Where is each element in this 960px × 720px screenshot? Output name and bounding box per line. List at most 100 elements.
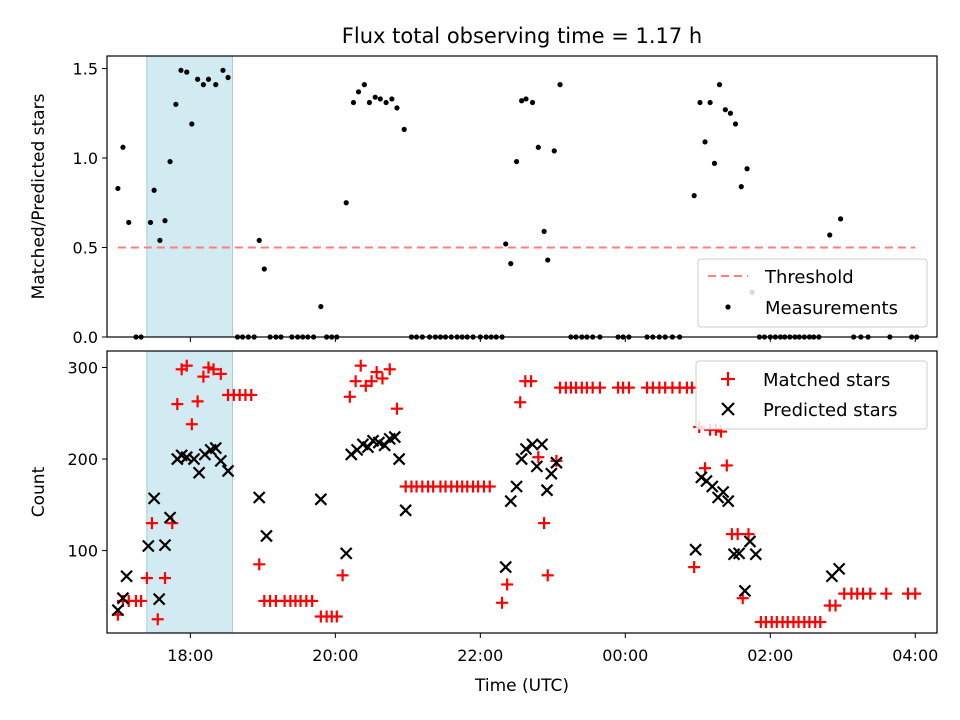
- matched-star-point: [214, 367, 227, 380]
- measurement-point: [707, 99, 713, 106]
- ratio-panel-shaded-span: [146, 55, 233, 338]
- matched-star-point: [343, 390, 356, 403]
- predicted-star-point: [314, 493, 328, 506]
- measurement-point: [213, 82, 219, 88]
- matched-star-point: [191, 395, 204, 408]
- ratio-panel-frame: [106, 55, 938, 338]
- matched-star-point: [180, 359, 193, 372]
- matched-star-point: [185, 418, 198, 431]
- matched-star-point: [514, 396, 527, 409]
- matched-star-point: [688, 561, 701, 574]
- predicted-star-point: [550, 456, 563, 469]
- matched-legend-label: Matched stars: [763, 370, 890, 391]
- matched-star-point: [140, 572, 153, 585]
- predicted-star-point: [738, 584, 752, 598]
- matched-star-point: [197, 370, 210, 383]
- y-tick-label: 1.0: [73, 149, 98, 168]
- predicted-star-point: [732, 547, 746, 560]
- matched-star-point: [330, 610, 343, 623]
- measurement-point: [545, 257, 551, 263]
- predicted-star-point: [535, 438, 549, 451]
- predicted-star-point: [111, 603, 125, 617]
- measurement-point: [361, 82, 367, 88]
- measurement-point: [184, 69, 190, 75]
- ratio-legend: Threshold Measurements: [697, 258, 928, 328]
- x-tick-label: 04:00: [892, 646, 938, 665]
- matched-star-point: [370, 366, 383, 379]
- measurement-point: [200, 82, 207, 88]
- y-tick-label: 1.5: [73, 60, 98, 79]
- predicted-star-point: [187, 452, 201, 466]
- matched-star-point: [909, 587, 922, 600]
- predicted-star-point: [545, 467, 558, 480]
- measurement-point: [372, 94, 378, 100]
- threshold-legend-label: Threshold: [764, 267, 854, 288]
- predicted-star-point: [120, 569, 133, 583]
- measurement-point: [147, 219, 154, 226]
- matched-star-point: [354, 359, 367, 372]
- x-tick-label: 02:00: [747, 646, 793, 665]
- measurement-point: [732, 121, 739, 127]
- measurement-point: [343, 200, 349, 206]
- predicted-star-point: [388, 430, 402, 444]
- measurement-point: [744, 166, 750, 172]
- matched-star-point: [171, 398, 184, 411]
- predicted-star-point: [399, 504, 412, 517]
- predicted-star-point: [180, 450, 194, 464]
- measurement-point: [727, 110, 734, 116]
- predicted-star-point: [515, 452, 528, 466]
- matched-star-point: [135, 594, 148, 607]
- predicted-star-point: [832, 562, 846, 576]
- matched-star-point: [550, 454, 563, 467]
- predicted-star-point: [540, 483, 554, 497]
- predicted-star-point: [510, 480, 523, 493]
- predicted-star-point: [116, 591, 130, 605]
- matched-star-point: [483, 480, 496, 493]
- y-tick-label: 300: [67, 358, 98, 377]
- chart-title: Flux total observing time = 1.17 h: [342, 24, 702, 48]
- matched-star-point: [541, 569, 554, 582]
- predicted-star-point: [499, 560, 512, 574]
- measurement-point: [523, 96, 529, 102]
- measurement-point: [377, 96, 383, 102]
- ratio-panel: 0.0 0.5 1.0 1.5 Matched/Predicted stars Thr…: [29, 55, 938, 347]
- matched-star-point: [496, 596, 509, 609]
- matched-star-point: [383, 363, 396, 376]
- matched-star-point: [538, 517, 551, 530]
- measurement-point: [716, 82, 723, 88]
- measurement-point: [120, 144, 126, 150]
- count-panel-shaded-span: [146, 350, 233, 634]
- measurement-point: [383, 99, 389, 106]
- matched-star-point: [532, 451, 545, 464]
- measurement-point: [513, 158, 520, 165]
- predicted-star-point: [221, 464, 235, 478]
- measurement-point: [126, 219, 132, 226]
- measurement-point: [503, 241, 509, 247]
- count-panel-frame: [106, 350, 938, 634]
- measurement-point: [256, 237, 262, 243]
- predicted-star-point: [706, 480, 719, 493]
- predicted-star-point: [526, 438, 539, 451]
- predicted-star-point: [252, 491, 266, 504]
- measurement-point: [738, 184, 744, 190]
- measurement-point: [519, 98, 525, 104]
- measurement-point: [711, 160, 718, 166]
- measurement-point: [697, 99, 703, 106]
- predicted-star-point: [392, 452, 406, 466]
- matched-star-point: [829, 599, 842, 612]
- measurement-point: [401, 126, 407, 132]
- measurement-point: [837, 216, 844, 222]
- matched-star-point: [376, 372, 389, 385]
- predicted-star-point: [689, 543, 702, 556]
- measurements-legend-label: Measurements: [765, 298, 898, 319]
- matched-star-point: [742, 528, 755, 541]
- predicted-star-point: [530, 460, 544, 473]
- ratio-y-axis-label: Matched/Predicted stars: [29, 93, 49, 299]
- predicted-star-point: [152, 592, 166, 606]
- matched-star-point: [365, 375, 378, 388]
- matched-star-point: [622, 381, 635, 394]
- measurement-point: [157, 237, 163, 243]
- measurement-point: [151, 187, 157, 193]
- matched-star-point: [253, 558, 266, 571]
